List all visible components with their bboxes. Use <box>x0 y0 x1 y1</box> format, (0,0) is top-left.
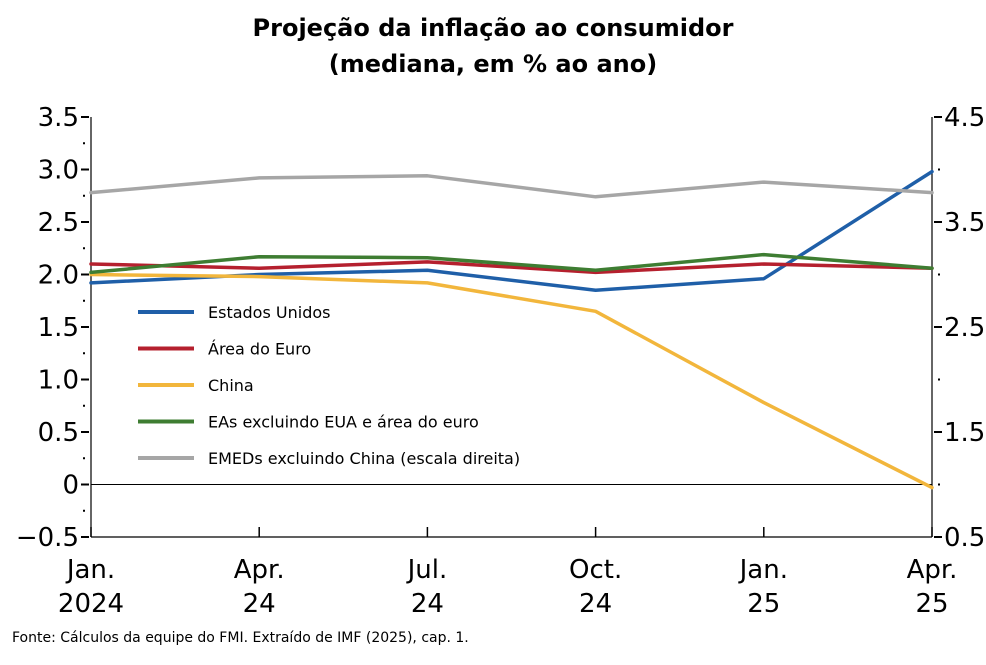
chart-subtitle: (mediana, em % ao ano) <box>328 50 658 78</box>
y-left-tick-label: 3.0 <box>38 156 79 186</box>
legend-label-3: EAs excluindo EUA e área do euro <box>208 413 479 432</box>
y-right-tick-label: 4.5 <box>944 103 985 133</box>
y-left-tick-label: 2.0 <box>38 261 79 291</box>
source-note: Fonte: Cálculos da equipe do FMI. Extraí… <box>12 630 469 646</box>
x-tick-label-month: Jan. <box>65 555 115 585</box>
series-line-0 <box>89 169 934 293</box>
line-chart: 3.5 3.0 2.5 2.0 1.5 1.0 0.5 0 −0.5 4.5 3.5 2.5 1.5 0.… <box>16 103 986 619</box>
y-right-tick-label: 3.5 <box>944 208 985 238</box>
series-line-1 <box>89 260 934 275</box>
y-left-tick-label: 1.5 <box>38 313 79 343</box>
x-tick-label-year: 25 <box>747 589 780 619</box>
y-left-tick-label: 2.5 <box>38 208 79 238</box>
y-right-tick-label: 0.5 <box>944 523 985 553</box>
chart-title-block: Projeção da inflação ao consumidor (medi… <box>0 10 986 82</box>
y-left-tick-label: 3.5 <box>38 103 79 133</box>
legend-label-0: Estados Unidos <box>208 303 330 322</box>
series-line-4 <box>89 174 934 199</box>
chart-legend: Estados Unidos Área do Euro China EAs exclu… <box>138 303 520 468</box>
x-tick-label-year: 24 <box>579 589 612 619</box>
x-tick-label-month: Jan. <box>738 555 788 585</box>
x-tick-label-month: Apr. <box>234 555 285 585</box>
series-line-2 <box>89 272 934 490</box>
y-right-tick-label: 2.5 <box>944 313 985 343</box>
x-tick-label-year: 24 <box>243 589 276 619</box>
legend-label-2: China <box>208 376 254 395</box>
x-tick-label-month: Oct. <box>569 555 622 585</box>
y-left-tick-label: 0 <box>62 471 79 501</box>
legend-label-1: Área do Euro <box>208 340 311 359</box>
y-left-tick-label: 1.0 <box>38 366 79 396</box>
x-tick-label-year: 24 <box>411 589 444 619</box>
legend-label-4: EMEDs excluindo China (escala direita) <box>208 449 520 468</box>
x-tick-label-year: 25 <box>915 589 948 619</box>
x-tick-label-month: Jul. <box>406 555 448 585</box>
y-left-tick-label: −0.5 <box>16 523 79 553</box>
y-right-tick-label: 1.5 <box>944 418 985 448</box>
x-tick-label-year: 2024 <box>58 589 124 619</box>
series-line-3 <box>89 252 934 275</box>
x-tick-label-month: Apr. <box>907 555 958 585</box>
chart-title: Projeção da inflação ao consumidor <box>252 14 734 42</box>
y-left-tick-label: 0.5 <box>38 418 79 448</box>
chart-axes: 3.5 3.0 2.5 2.0 1.5 1.0 0.5 0 −0.5 4.5 3.5 2.5 1.5 0.… <box>16 103 986 619</box>
chart-series <box>89 169 934 490</box>
